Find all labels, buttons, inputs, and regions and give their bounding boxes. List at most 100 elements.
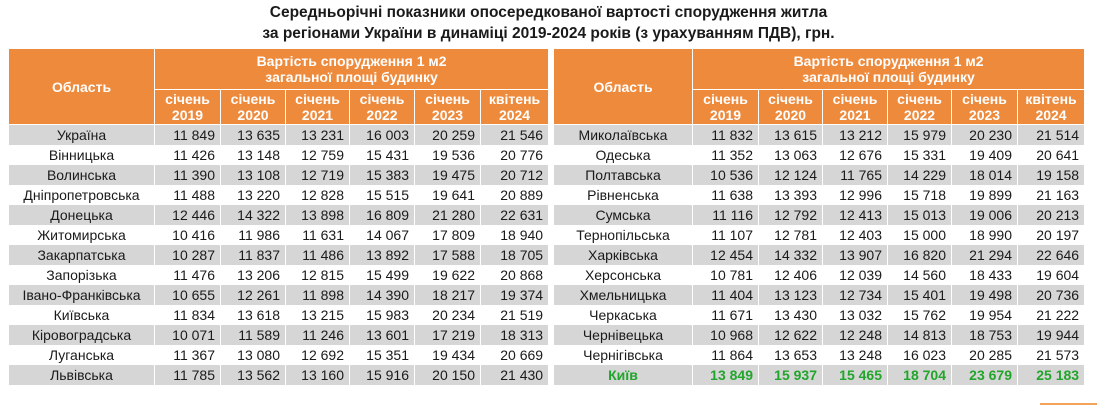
cost-value: 11 837 (220, 245, 286, 265)
cost-value: 21 280 (414, 205, 481, 225)
cost-value: 13 615 (758, 124, 823, 145)
cost-value: 12 454 (692, 245, 759, 265)
cost-value: 19 434 (414, 345, 481, 365)
cost-value: 14 067 (349, 225, 415, 245)
cost-value: 12 622 (758, 325, 823, 345)
cost-value: 25 183 (1016, 365, 1086, 385)
cost-value: 14 390 (349, 285, 415, 305)
cost-value: 21 573 (1016, 345, 1086, 365)
cost-value: 15 013 (887, 205, 952, 225)
year-column-header: січень 2020 (758, 88, 823, 126)
region-column-header: Область (8, 48, 155, 125)
cost-value: 11 834 (154, 305, 221, 325)
cost-value: 20 285 (951, 345, 1018, 365)
region-name: Полтавська (553, 165, 693, 185)
cost-value: 15 718 (887, 185, 952, 205)
cost-value: 13 220 (220, 185, 286, 205)
cost-value: 19 899 (951, 185, 1018, 205)
table-row: Запорізька 11 476 13 206 12 815 15 499 19 622… (8, 265, 550, 285)
cost-value: 20 712 (479, 165, 550, 185)
region-column-header: Область (553, 48, 693, 125)
cost-value: 16 003 (349, 124, 415, 145)
cost-value: 15 762 (887, 305, 952, 325)
cost-value: 12 248 (822, 325, 888, 345)
cost-value: 13 601 (349, 325, 415, 345)
cost-value: 10 781 (692, 265, 759, 285)
cost-value: 16 820 (887, 245, 952, 265)
cost-value: 13 231 (285, 124, 350, 145)
cost-value: 13 907 (822, 245, 888, 265)
cost-value: 11 631 (285, 225, 350, 245)
region-name: Київ (553, 365, 693, 385)
cost-value: 15 000 (887, 225, 952, 245)
cost-value: 12 792 (758, 205, 823, 225)
cost-value: 12 403 (822, 225, 888, 245)
cost-value: 20 259 (414, 124, 481, 145)
cost-value: 15 431 (349, 145, 415, 165)
cost-value: 19 954 (951, 305, 1018, 325)
cost-value: 13 618 (220, 305, 286, 325)
cost-value: 13 080 (220, 345, 286, 365)
cost-value: 11 671 (692, 305, 759, 325)
cost-value: 14 813 (887, 325, 952, 345)
cost-value: 17 588 (414, 245, 481, 265)
cost-value: 19 622 (414, 265, 481, 285)
table-row: Одеська 11 352 13 063 12 676 15 331 19 409 20 … (553, 145, 1086, 165)
cost-value: 16 023 (887, 345, 952, 365)
cost-value: 11 476 (154, 265, 221, 285)
cost-value: 12 719 (285, 165, 350, 185)
cost-value: 18 705 (479, 245, 550, 265)
cost-value: 11 488 (154, 185, 221, 205)
region-name: Вінницька (8, 145, 155, 165)
table-row: Закарпатська 10 287 11 837 11 486 13 892 17 5… (8, 245, 550, 265)
cost-value: 15 515 (349, 185, 415, 205)
cost-value: 12 781 (758, 225, 823, 245)
cost-value: 18 753 (951, 325, 1018, 345)
table-row: Херсонська 10 781 12 406 12 039 14 560 18 433… (553, 265, 1086, 285)
cost-value: 13 148 (220, 145, 286, 165)
cost-value: 19 374 (479, 285, 550, 305)
year-column-header: січень 2022 (887, 88, 952, 126)
cost-value: 15 499 (349, 265, 415, 285)
cost-value: 19 409 (951, 145, 1018, 165)
cost-value: 12 406 (758, 265, 823, 285)
table-row: Тернопільська 11 107 12 781 12 403 15 000 18 … (553, 225, 1086, 245)
right-cost-table: Область Вартість спорудження 1 м2 загаль… (553, 48, 1086, 385)
cost-value: 13 063 (758, 145, 823, 165)
cost-value: 21 163 (1016, 185, 1086, 205)
cost-value: 21 430 (479, 365, 550, 385)
cost-value: 16 809 (349, 205, 415, 225)
cost-value: 21 546 (479, 124, 550, 145)
year-column-header: січень 2019 (154, 88, 221, 126)
cost-value: 15 331 (887, 145, 952, 165)
cost-value: 15 937 (758, 365, 823, 385)
table-row: Україна 11 849 13 635 13 231 16 003 20 259 21 … (8, 124, 550, 145)
cost-value: 11 107 (692, 225, 759, 245)
table-row: Житомирська 10 416 11 986 11 631 14 067 17 80… (8, 225, 550, 245)
cost-value: 11 116 (692, 205, 759, 225)
region-name: Тернопільська (553, 225, 693, 245)
cost-value: 11 367 (154, 345, 221, 365)
region-name: Житомирська (8, 225, 155, 245)
table-row: Черкаська 11 671 13 430 13 032 15 762 19 954 2… (553, 305, 1086, 325)
cost-value: 12 124 (758, 165, 823, 185)
cost-value: 18 217 (414, 285, 481, 305)
cost-value: 19 498 (951, 285, 1018, 305)
cost-value: 14 322 (220, 205, 286, 225)
table-row: Чернівецька 10 968 12 622 12 248 14 813 18 75… (553, 325, 1086, 345)
region-name: Кіровоградська (8, 325, 155, 345)
cost-value: 12 039 (822, 265, 888, 285)
cost-value: 13 108 (220, 165, 286, 185)
cost-value: 11 832 (692, 124, 759, 145)
cost-value: 13 160 (285, 365, 350, 385)
region-name: Хмельницька (553, 285, 693, 305)
year-column-header: квітень 2024 (1016, 88, 1086, 126)
decorative-underline (1040, 403, 1097, 405)
table-row: Дніпропетровська 11 488 13 220 12 828 15 515… (8, 185, 550, 205)
page-title: Середньорічні показники опосередкованої … (0, 2, 1097, 44)
cost-value: 22 646 (1016, 245, 1086, 265)
table-row: Київ 13 849 15 937 15 465 18 704 23 679 25 183 (553, 365, 1086, 385)
cost-value: 15 465 (822, 365, 888, 385)
region-name: Львівська (8, 365, 155, 385)
cost-value: 13 393 (758, 185, 823, 205)
